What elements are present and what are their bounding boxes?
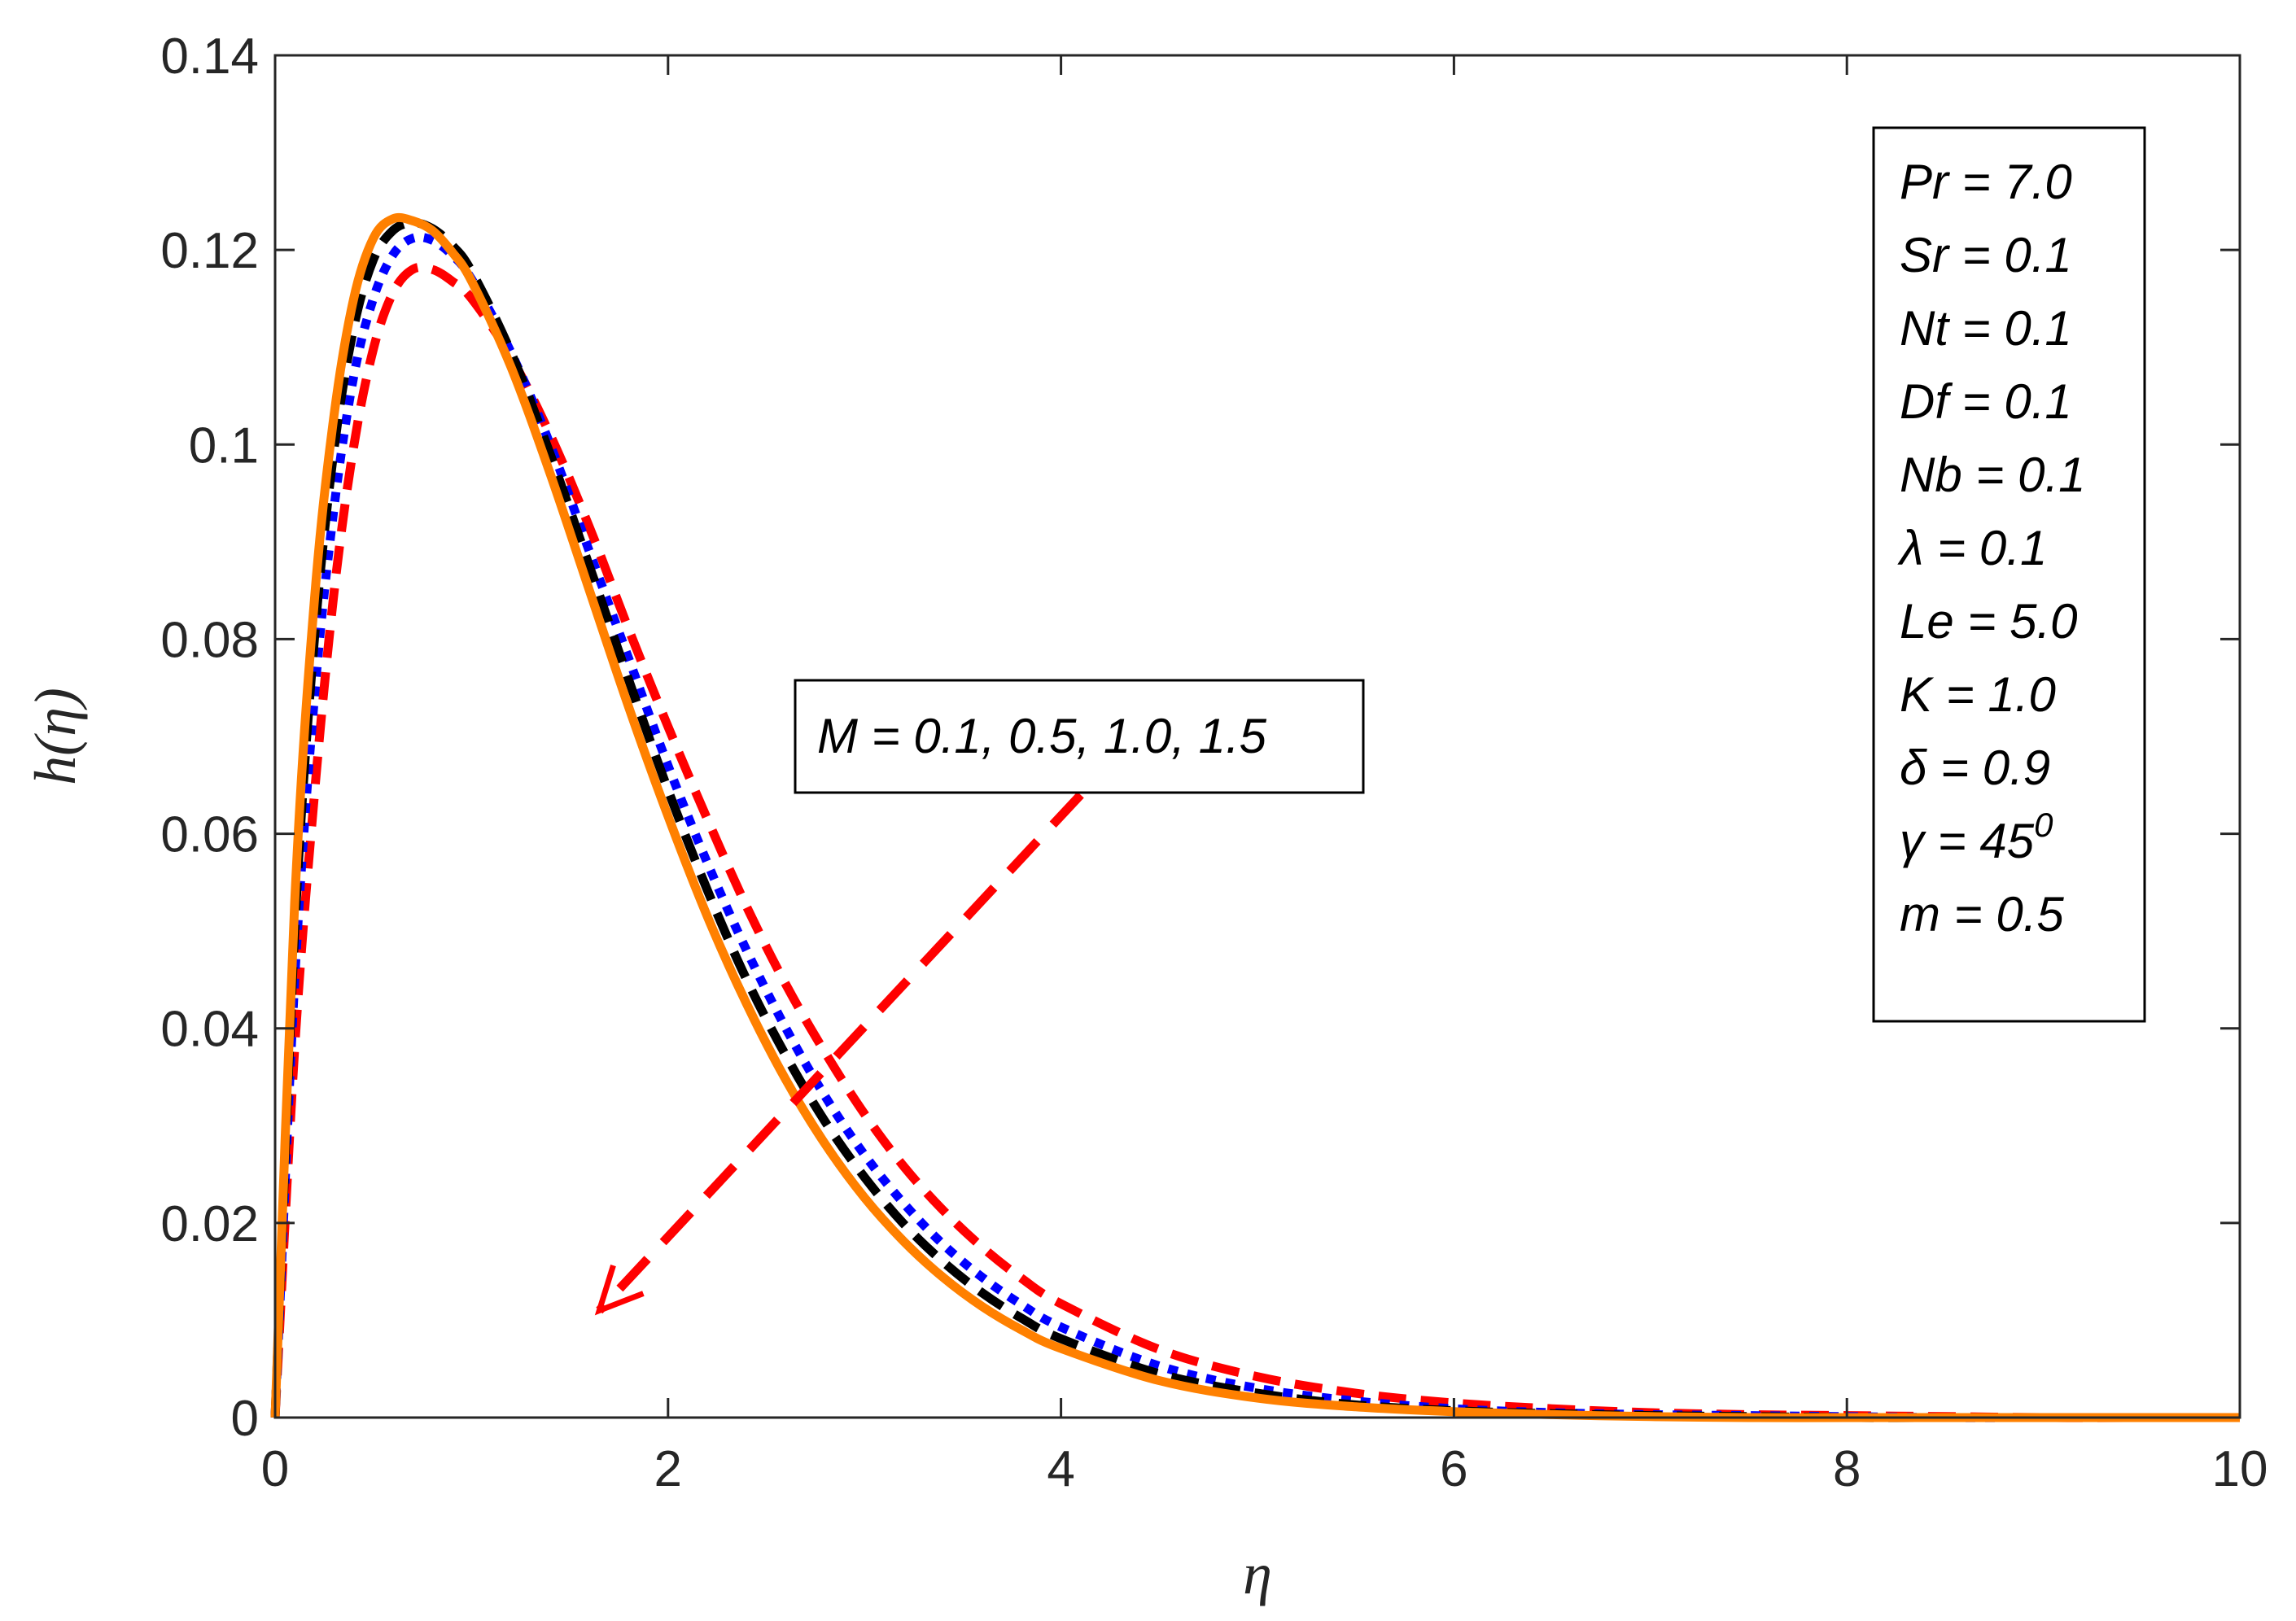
x-tick-label: 10 — [2212, 1441, 2268, 1497]
y-axis-label: h(η) — [23, 688, 88, 785]
series-line-2 — [270, 232, 2241, 1422]
x-tick-label: 4 — [1047, 1441, 1074, 1497]
y-tick-label: 0 — [231, 1391, 259, 1447]
parameter-box — [1872, 126, 2146, 1023]
x-tick-label: 0 — [261, 1441, 289, 1497]
parameter-label: γ = 450 — [1900, 806, 2053, 868]
y-tick-label: 0.02 — [160, 1196, 259, 1252]
x-tick-label: 2 — [654, 1441, 682, 1497]
curves-layer — [270, 212, 2241, 1422]
parameter-label: Nb = 0.1 — [1900, 448, 2086, 502]
x-tick-label: 8 — [1833, 1441, 1861, 1497]
x-tick-label: 6 — [1440, 1441, 1467, 1497]
annotation-arrow-shaft — [596, 791, 1084, 1314]
parameter-label: λ = 0.1 — [1897, 521, 2047, 575]
plot-frame — [273, 54, 2241, 1419]
series-line-1 — [270, 262, 2241, 1422]
y-tick-label: 0.04 — [160, 1002, 259, 1058]
parameter-label: Le = 5.0 — [1900, 594, 2078, 649]
y-tick-label: 0.06 — [160, 807, 259, 863]
annotation-arrow-head — [594, 1265, 645, 1316]
parameter-label: K = 1.0 — [1900, 667, 2056, 722]
y-tick-label: 0.1 — [189, 417, 259, 474]
y-tick-label: 0.08 — [160, 612, 259, 668]
axes-layer: 0 2 4 6 8 10 0 0.02 0.04 0.06 0.08 0.1 0.12 0.14 — [160, 28, 2268, 1497]
parameter-label: Df = 0.1 — [1900, 374, 2072, 429]
y-tick-label: 0.12 — [160, 223, 259, 279]
parameter-label: m = 0.5 — [1900, 887, 2064, 942]
annotation-label: M = 0.1, 0.5, 1.0, 1.5 — [817, 709, 1267, 763]
series-line-4 — [270, 212, 2241, 1422]
annotation-box — [794, 679, 1365, 794]
parameter-label: Sr = 0.1 — [1900, 228, 2072, 282]
parameter-label: Nt = 0.1 — [1900, 301, 2072, 356]
parameter-superscript: 0 — [2034, 806, 2053, 844]
parameter-label: Pr = 7.0 — [1900, 155, 2072, 209]
arrow-layer — [594, 791, 1084, 1316]
y-tick-label: 0.14 — [160, 28, 259, 85]
labels-layer: η h(η) M = 0.1, 0.5, 1.0, 1.5 Pr = 7.0 Sr = … — [23, 126, 2146, 1606]
parameter-label: δ = 0.9 — [1900, 741, 2050, 795]
x-axis-label: η — [1243, 1541, 1272, 1606]
series-line-3 — [270, 218, 2241, 1422]
